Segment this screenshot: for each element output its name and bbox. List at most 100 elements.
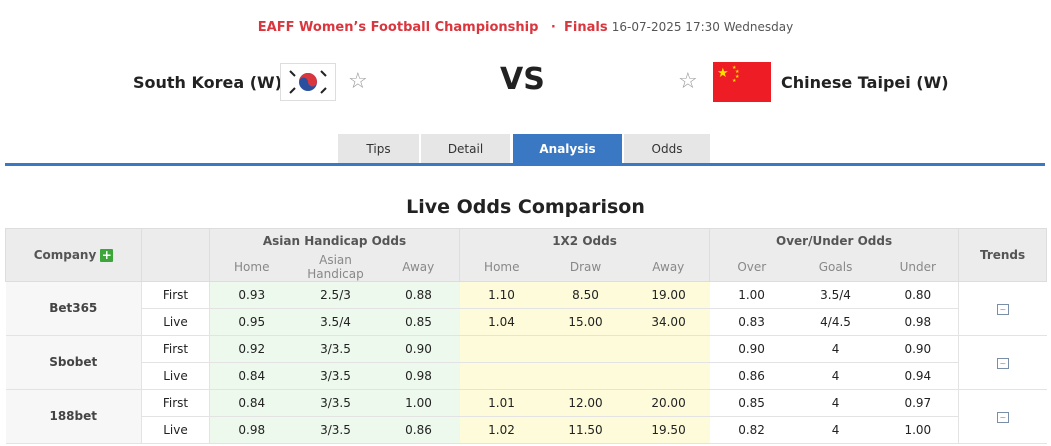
ou-odds-cell[interactable]: 1.00 <box>877 416 959 444</box>
x12-odds-cell[interactable]: 1.01 <box>459 389 544 417</box>
tab-odds[interactable]: Odds <box>624 134 710 164</box>
ou-odds-cell[interactable]: 0.90 <box>877 335 959 363</box>
ah-odds-cell[interactable]: 2.5/3 <box>293 281 378 309</box>
ah-odds-cell[interactable]: 0.93 <box>209 281 294 309</box>
ou-odds-cell[interactable]: 4 <box>793 389 878 417</box>
ah-odds-cell[interactable]: 3/3.5 <box>293 389 378 417</box>
odds-type: Live <box>141 308 210 336</box>
ou-odds-cell[interactable]: 0.83 <box>709 308 794 336</box>
trend-chart-icon[interactable]: ~ <box>996 358 1009 369</box>
favorite-away-star-icon[interactable]: ☆ <box>678 69 698 94</box>
ou-odds-cell[interactable]: 0.85 <box>709 389 794 417</box>
ah-odds-cell[interactable]: 0.88 <box>377 281 460 309</box>
trends-cell: ~ <box>958 335 1047 390</box>
x12-odds-cell[interactable] <box>543 362 628 390</box>
odds-type: Live <box>141 362 210 390</box>
x12-odds-cell[interactable]: 11.50 <box>543 416 628 444</box>
x12-odds-cell[interactable] <box>627 335 710 363</box>
company-name[interactable]: Bet365 <box>5 281 142 336</box>
x12-odds-cell[interactable] <box>459 362 544 390</box>
ah-subheader: Away <box>377 252 460 282</box>
x12-odds-cell[interactable] <box>543 335 628 363</box>
x12-odds-cell[interactable]: 1.04 <box>459 308 544 336</box>
trend-chart-icon[interactable]: ~ <box>996 412 1009 423</box>
tab-tips[interactable]: Tips <box>338 134 419 164</box>
ah-odds-cell[interactable]: 3/3.5 <box>293 362 378 390</box>
svg-text:★: ★ <box>735 69 740 75</box>
trend-chart-icon[interactable]: ~ <box>996 304 1009 315</box>
ou-odds-cell[interactable]: 4 <box>793 362 878 390</box>
add-company-icon[interactable]: + <box>100 247 114 262</box>
tab-analysis[interactable]: Analysis <box>513 134 622 164</box>
league-link[interactable]: EAFF Women’s Football Championship <box>257 20 539 35</box>
ou-odds-cell[interactable]: 4 <box>793 335 878 363</box>
company-name[interactable]: 188bet <box>5 389 142 444</box>
ou-odds-cell[interactable]: 0.94 <box>877 362 959 390</box>
ou-odds-cell[interactable]: 4/4.5 <box>793 308 878 336</box>
x12-odds-cell[interactable]: 19.00 <box>627 281 710 309</box>
ou-header: Over/Under Odds <box>709 228 960 253</box>
company-name[interactable]: Sbobet <box>5 335 142 390</box>
ou-odds-cell[interactable]: 0.98 <box>877 308 959 336</box>
trends-header: Trends <box>958 228 1048 282</box>
ou-odds-cell[interactable]: 1.00 <box>709 281 794 309</box>
china-flag-icon: ★ ★ ★ ★ ★ <box>713 62 771 102</box>
table-row: Live 0.84 3/3.5 0.98 0.86 4 0.94 <box>6 362 1047 390</box>
x12-odds-cell[interactable]: 15.00 <box>543 308 628 336</box>
ou-odds-cell[interactable]: 3.5/4 <box>793 281 878 309</box>
odds-type: First <box>141 389 210 417</box>
ou-odds-cell[interactable]: 0.80 <box>877 281 959 309</box>
x12-odds-cell[interactable]: 34.00 <box>627 308 710 336</box>
svg-text:★: ★ <box>735 74 740 80</box>
ah-odds-cell[interactable]: 0.85 <box>377 308 460 336</box>
ah-odds-cell[interactable]: 0.98 <box>377 362 460 390</box>
ou-subheader: Goals <box>793 252 878 282</box>
ah-odds-cell[interactable]: 3/3.5 <box>293 335 378 363</box>
ah-odds-cell[interactable]: 1.00 <box>377 389 460 417</box>
separator: · <box>550 20 556 35</box>
ah-odds-cell[interactable]: 3/3.5 <box>293 416 378 444</box>
ah-header: Asian Handicap Odds <box>208 228 461 253</box>
ou-odds-cell[interactable]: 0.86 <box>709 362 794 390</box>
stage: Finals <box>564 20 608 35</box>
x12-odds-cell[interactable]: 12.00 <box>543 389 628 417</box>
table-row: Live 0.95 3.5/4 0.85 1.04 15.00 34.00 0.83 4/4.5… <box>6 308 1047 336</box>
ah-odds-cell[interactable]: 0.98 <box>209 416 294 444</box>
x12-odds-cell[interactable]: 1.10 <box>459 281 544 309</box>
ou-odds-cell[interactable]: 0.97 <box>877 389 959 417</box>
match-datetime: 16-07-2025 17:30 Wednesday <box>611 20 794 34</box>
ah-odds-cell[interactable]: 0.90 <box>377 335 460 363</box>
favorite-home-star-icon[interactable]: ☆ <box>348 69 368 94</box>
ah-odds-cell[interactable]: 0.92 <box>209 335 294 363</box>
x12-odds-cell[interactable] <box>459 335 544 363</box>
x12-odds-cell[interactable]: 20.00 <box>627 389 710 417</box>
match-header: EAFF Women’s Football Championship · Fin… <box>0 20 1051 35</box>
odds-type: Live <box>141 416 210 444</box>
home-team-name[interactable]: South Korea (W) <box>133 73 283 92</box>
company-label: Company <box>33 247 97 262</box>
ah-odds-cell[interactable]: 3.5/4 <box>293 308 378 336</box>
table-row: Bet365 First 0.93 2.5/3 0.88 1.10 8.50 19.00 1.0… <box>5 281 1047 336</box>
ah-subheader: Asian Handicap <box>293 252 378 282</box>
ah-odds-cell[interactable]: 0.84 <box>209 362 294 390</box>
ou-odds-cell[interactable]: 0.90 <box>709 335 794 363</box>
ah-odds-cell[interactable]: 0.95 <box>209 308 294 336</box>
tab-underline <box>5 163 1045 166</box>
odds-type: First <box>141 281 210 309</box>
svg-text:★: ★ <box>717 66 729 81</box>
trends-cell: ~ <box>958 389 1047 444</box>
ou-odds-cell[interactable]: 0.82 <box>709 416 794 444</box>
ah-odds-cell[interactable]: 0.84 <box>209 389 294 417</box>
x12-odds-cell[interactable] <box>627 362 710 390</box>
ou-subheader: Under <box>877 252 959 282</box>
x12-odds-cell[interactable]: 19.50 <box>627 416 710 444</box>
ah-odds-cell[interactable]: 0.86 <box>377 416 460 444</box>
x12-odds-cell[interactable]: 1.02 <box>459 416 544 444</box>
x12-odds-cell[interactable]: 8.50 <box>543 281 628 309</box>
x12-subheader: Away <box>627 252 710 282</box>
tab-detail[interactable]: Detail <box>421 134 510 164</box>
ou-odds-cell[interactable]: 4 <box>793 416 878 444</box>
table-row: 188bet First 0.84 3/3.5 1.00 1.01 12.00 20.00 0.… <box>5 389 1047 444</box>
company-header: Company + <box>5 228 142 282</box>
away-team-name[interactable]: Chinese Taipei (W) <box>781 73 949 92</box>
